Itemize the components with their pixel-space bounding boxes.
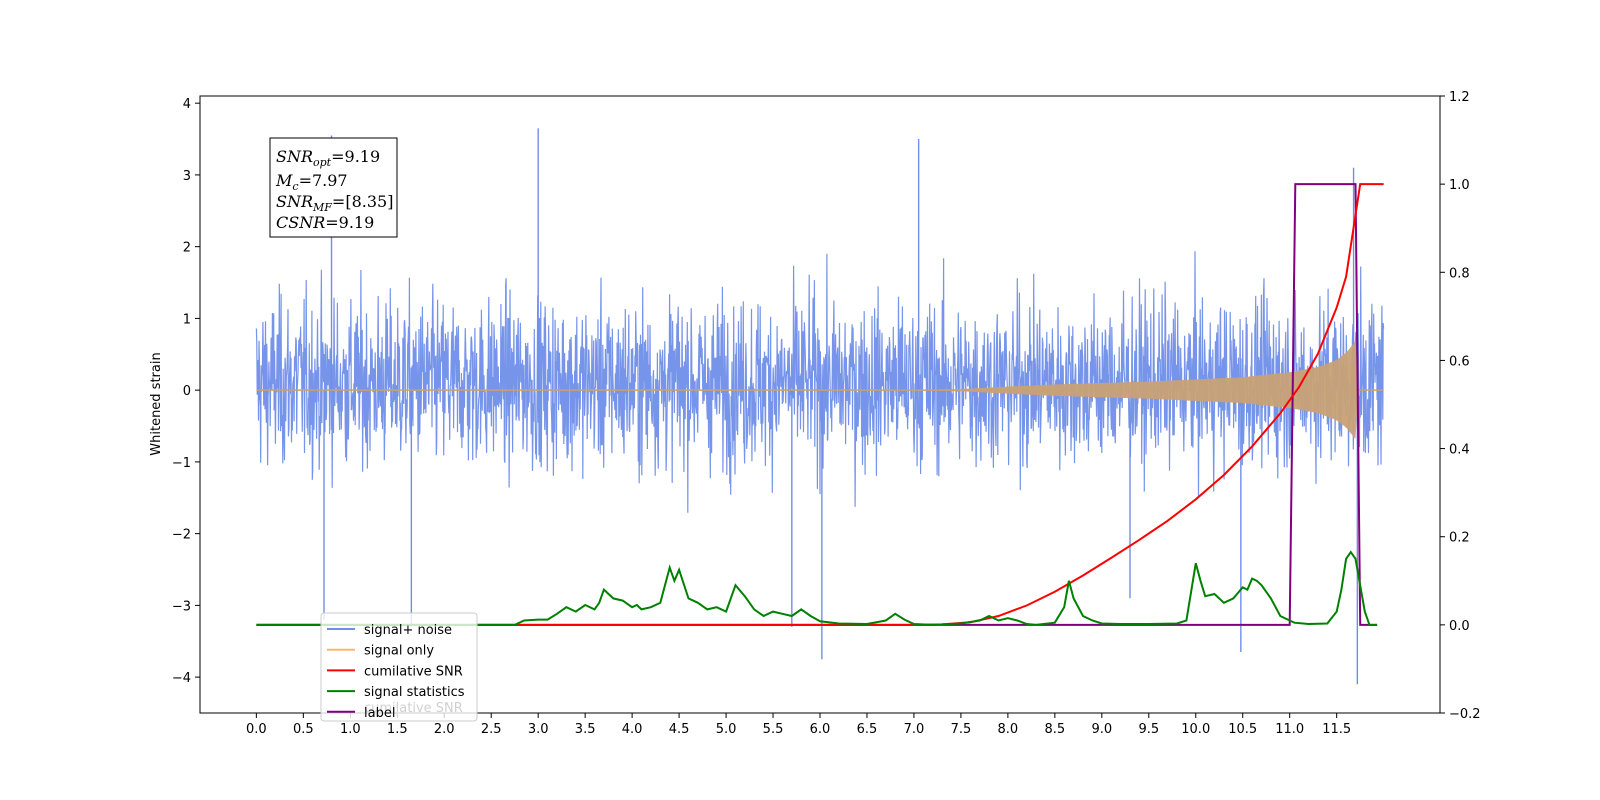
- legend: cumilative SNR signal+ noise signal only c…: [320, 612, 478, 722]
- y2-tick-label: 0.6: [1449, 354, 1470, 369]
- x-tick-label: 7.0: [904, 722, 925, 737]
- x-tick-label: 9.0: [1091, 722, 1112, 737]
- y2-tick-label: 0.2: [1449, 531, 1470, 546]
- y-tick-label: 2: [183, 241, 191, 256]
- annotation-box: SNRopt=9.19 Mc=7.97 SNRMF=[8.35] CSNR=9.…: [269, 137, 398, 238]
- legend-label: signal only: [364, 644, 434, 659]
- y2-tick-label: 0.8: [1449, 266, 1470, 281]
- legend-label: label: [364, 706, 395, 721]
- x-tick-label: 0.5: [293, 722, 314, 737]
- x-tick-label: 4.5: [669, 722, 690, 737]
- y-axis-label: Whitened strain: [149, 352, 164, 455]
- x-tick-label: 3.0: [528, 722, 549, 737]
- legend-label: signal+ noise: [364, 623, 452, 638]
- x-tick-label: 0.0: [246, 722, 267, 737]
- legend-label: signal statistics: [364, 685, 465, 700]
- x-tick-label: 10.5: [1228, 722, 1257, 737]
- x-tick-label: 9.5: [1138, 722, 1159, 737]
- x-tick-label: 6.0: [810, 722, 831, 737]
- annotation-mc: Mc=7.97: [275, 171, 348, 193]
- x-tick-label: 6.5: [857, 722, 878, 737]
- series-signal-noise: [255, 251, 1385, 513]
- legend-ghost-text: cumilative SNR: [364, 701, 463, 716]
- x-tick-label: 3.5: [575, 722, 596, 737]
- legend-box: [320, 612, 478, 722]
- series-layer: [255, 128, 1385, 685]
- annotation-snr-mf: SNRMF=[8.35]: [276, 192, 393, 214]
- x-tick-label: 5.5: [763, 722, 784, 737]
- legend-label: cumilative SNR: [364, 664, 463, 679]
- y2-tick-label: 1.0: [1449, 178, 1470, 193]
- series-signal-statistics: [256, 550, 1378, 626]
- annotation-snr-opt: SNRopt=9.19: [276, 147, 380, 169]
- y2-tick-label: −0.2: [1449, 707, 1481, 722]
- y2-tick-label: 1.2: [1449, 90, 1470, 105]
- y2-tick-label: 0.4: [1449, 443, 1470, 458]
- y-tick-label: −1: [172, 456, 191, 471]
- x-tick-label: 11.0: [1275, 722, 1304, 737]
- x-tick-label: 4.0: [622, 722, 643, 737]
- y-tick-label: 3: [183, 169, 191, 184]
- x-tick-label: 5.0: [716, 722, 737, 737]
- y-tick-label: −3: [172, 599, 191, 614]
- x-tick-label: 7.5: [951, 722, 972, 737]
- y-tick-label: −2: [172, 528, 191, 543]
- x-tick-label: 8.0: [998, 722, 1019, 737]
- x-tick-label: 1.0: [340, 722, 361, 737]
- x-axis: 0.0 0.5 1.0 1.5 2.0 2.5 3.0 3.5 4.0 4.5 5.0 5.5 6.0 6…: [246, 713, 1351, 737]
- y-tick-label: 1: [183, 312, 191, 327]
- y-axis-right: 1.2 1.0 0.8 0.6 0.4 0.2 0.0 −0.2: [1440, 90, 1481, 722]
- x-tick-label: 1.5: [387, 722, 408, 737]
- x-tick-label: 2.0: [434, 722, 455, 737]
- annotation-csnr: CSNR=9.19: [276, 213, 374, 232]
- x-tick-label: 2.5: [481, 722, 502, 737]
- x-tick-label: 11.5: [1322, 722, 1351, 737]
- y-tick-label: 0: [183, 384, 191, 399]
- x-tick-label: 8.5: [1045, 722, 1066, 737]
- y-axis-left: 4 3 2 1 0 −1 −2 −3 −4: [172, 97, 200, 686]
- y2-tick-label: 0.0: [1449, 619, 1470, 634]
- y-tick-label: −4: [172, 671, 191, 686]
- y-tick-label: 4: [183, 97, 191, 112]
- x-tick-label: 10.0: [1181, 722, 1210, 737]
